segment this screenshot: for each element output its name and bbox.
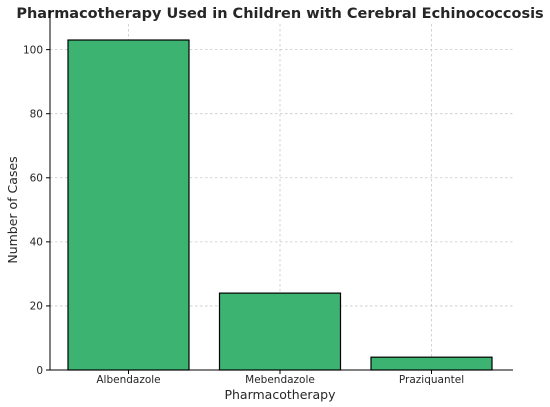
y-axis-label: Number of Cases bbox=[5, 156, 20, 263]
bar-mebendazole bbox=[218, 292, 342, 371]
y-tick-label: 80 bbox=[30, 109, 43, 121]
x-tick-label: Albendazole bbox=[96, 374, 160, 386]
bar-praziquantel bbox=[370, 356, 493, 371]
y-tick-label: 60 bbox=[30, 173, 43, 185]
y-tick-label: 20 bbox=[30, 301, 43, 313]
chart-title: Pharmacotherapy Used in Children with Ce… bbox=[16, 6, 543, 22]
axes bbox=[46, 10, 513, 374]
y-tick-label: 40 bbox=[30, 237, 43, 249]
x-tick-label: Praziquantel bbox=[399, 374, 464, 386]
x-axis-label: Pharmacotherapy bbox=[224, 387, 336, 402]
bar-albendazole bbox=[67, 39, 190, 371]
y-tick-label: 0 bbox=[36, 365, 43, 377]
x-tick-label: Mebendazole bbox=[245, 374, 315, 386]
bars bbox=[67, 39, 493, 371]
tick-labels: 0 20 40 60 80 100 Albendazole Mebendazole Praziq… bbox=[23, 44, 464, 386]
y-tick-label: 100 bbox=[23, 44, 43, 56]
